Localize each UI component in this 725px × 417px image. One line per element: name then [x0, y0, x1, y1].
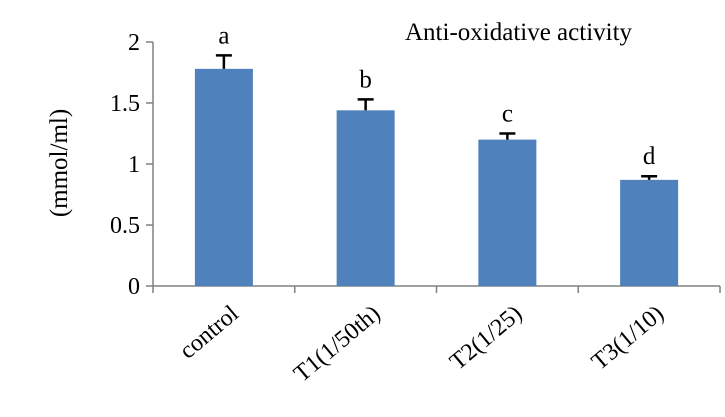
- chart-title: Anti-oxidative activity: [405, 19, 633, 46]
- bar: [620, 179, 679, 286]
- significance-letter: a: [218, 22, 229, 49]
- significance-letter: c: [502, 101, 513, 128]
- significance-letter: b: [359, 66, 372, 93]
- x-tick-label: T3(1/10): [587, 301, 669, 376]
- bar: [336, 110, 395, 286]
- x-tick-labels: control T1(1/50th) T2(1/25) T3(1/10): [175, 300, 669, 387]
- y-axis: [146, 41, 154, 287]
- bar: [194, 68, 253, 286]
- x-axis: [152, 285, 721, 293]
- y-tick-label: 0: [128, 274, 140, 300]
- x-tick-label: T2(1/25): [445, 301, 527, 376]
- y-tick-label: 1.5: [110, 91, 140, 117]
- y-axis-label: (mmol/ml): [46, 109, 73, 217]
- bar: [478, 139, 537, 286]
- y-tick-label: 1: [128, 152, 140, 178]
- y-tick-label: 0.5: [110, 213, 140, 239]
- significance-letters: a b c d: [218, 22, 656, 170]
- y-tick-labels: 0 0.5 1 1.5 2: [110, 30, 140, 300]
- error-bars: [215, 54, 658, 180]
- y-tick-label: 2: [128, 30, 140, 56]
- x-tick-label: control: [175, 300, 244, 364]
- significance-letter: d: [643, 143, 656, 170]
- x-tick-label: T1(1/50th): [289, 301, 385, 388]
- bars: [194, 68, 679, 286]
